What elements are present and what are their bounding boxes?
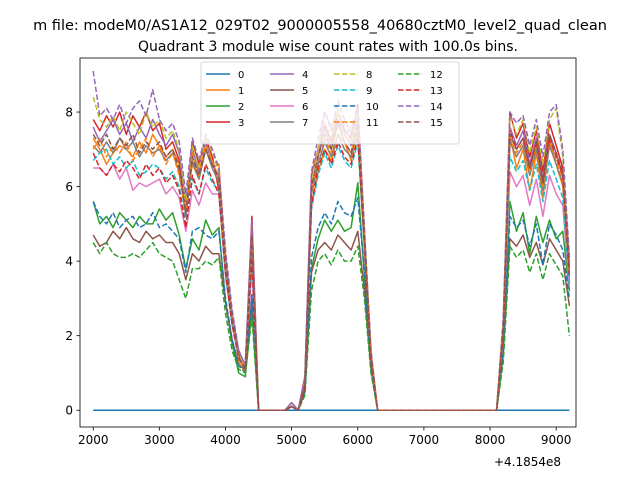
x-tick-label: 9000: [541, 433, 572, 447]
x-tick-label: 5000: [276, 433, 307, 447]
legend-label-14: 14: [430, 102, 443, 113]
chart-title: Quadrant 3 module wise count rates with …: [138, 39, 518, 55]
legend-label-2: 2: [238, 102, 244, 113]
x-tick-label: 2000: [78, 433, 109, 447]
x-tick-label: 8000: [475, 433, 506, 447]
legend-label-1: 1: [238, 86, 244, 97]
legend-label-5: 5: [302, 86, 308, 97]
x-tick-label: 6000: [342, 433, 373, 447]
legend-label-11: 11: [366, 118, 379, 129]
legend-label-4: 4: [302, 70, 308, 81]
y-tick-label: 6: [65, 180, 73, 194]
axes-frame: [79, 57, 577, 428]
legend-frame: [200, 61, 460, 145]
legend-label-9: 9: [366, 86, 372, 97]
legend-label-3: 3: [238, 118, 244, 129]
x-axis-offset-label: +4.1854e8: [494, 455, 561, 469]
x-tick-label: 7000: [409, 433, 440, 447]
y-tick-label: 8: [65, 105, 73, 119]
y-tick-label: 0: [65, 404, 73, 418]
legend-label-15: 15: [430, 118, 443, 129]
legend-label-8: 8: [366, 70, 372, 81]
x-tick-label: 4000: [210, 433, 241, 447]
series-lines: [92, 70, 571, 411]
legend-label-7: 7: [302, 118, 308, 129]
x-tick-label: 3000: [144, 433, 175, 447]
series-line-15: [92, 122, 571, 411]
legend-label-6: 6: [302, 102, 308, 113]
y-tick-label: 4: [65, 254, 73, 268]
legend-label-13: 13: [430, 86, 443, 97]
plot-area: 2000 3000 4000 5000 6000 7000 8000 9000 0 2 4 6 8: [65, 57, 577, 447]
y-tick-label: 2: [65, 329, 73, 343]
legend-label-0: 0: [238, 70, 244, 81]
series-line-12: [92, 241, 571, 411]
legend-label-10: 10: [366, 102, 379, 113]
legend-label-12: 12: [430, 70, 443, 81]
figure-suptitle: m file: modeM0/AS1A12_029T02_9000005558_…: [33, 18, 607, 34]
